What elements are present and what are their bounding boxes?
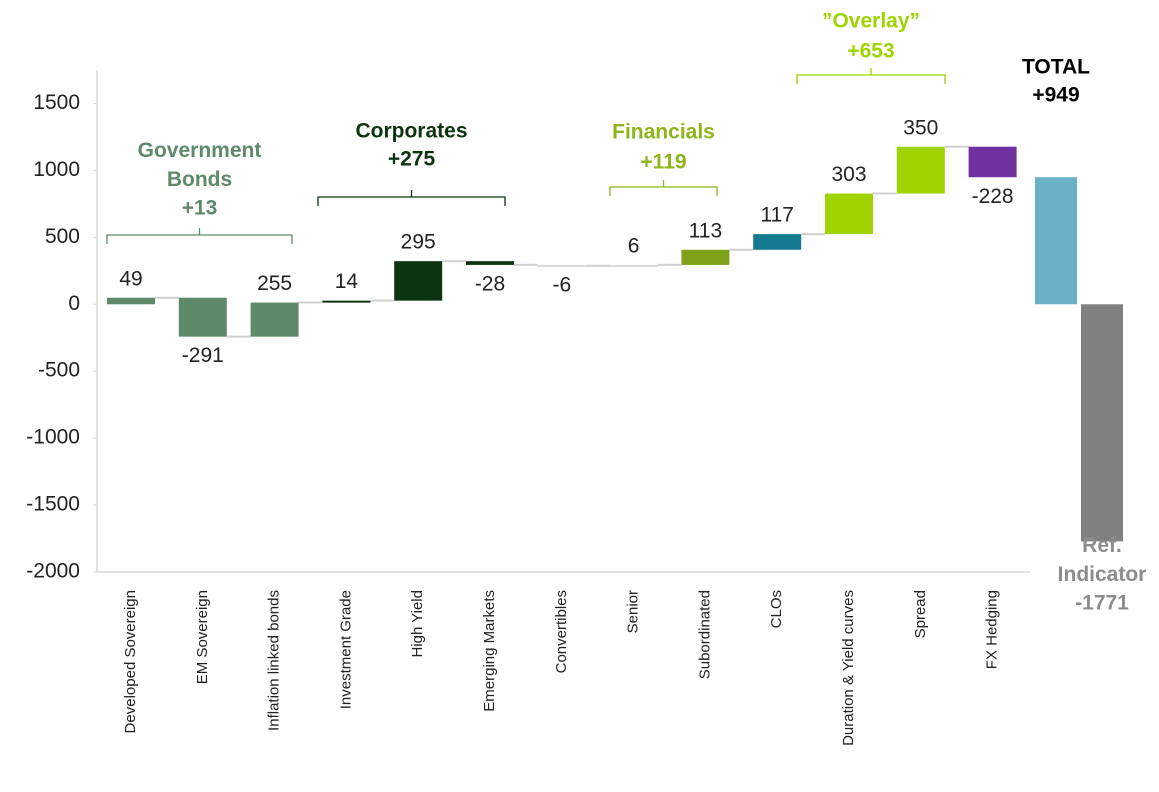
x-tick-label: Senior bbox=[625, 590, 642, 633]
bar bbox=[178, 297, 227, 337]
x-tick-label: Investment Grade bbox=[337, 590, 354, 709]
bar bbox=[825, 193, 873, 235]
bar bbox=[681, 249, 730, 265]
total-value-label: -1771 bbox=[1075, 592, 1129, 615]
bar bbox=[609, 264, 658, 267]
x-tick-label: CLOs bbox=[768, 590, 785, 628]
group-name: Government Bonds bbox=[138, 139, 262, 191]
group-name: ”Overlay” bbox=[822, 10, 920, 33]
bar bbox=[537, 264, 586, 267]
x-tick-label: Emerging Markets bbox=[481, 590, 498, 712]
value-label: 113 bbox=[689, 219, 722, 242]
bar bbox=[322, 300, 371, 303]
y-tick-label: 500 bbox=[45, 225, 80, 248]
group-label: +13 bbox=[182, 197, 218, 220]
group-name: Financials bbox=[612, 121, 715, 144]
value-label: 295 bbox=[401, 231, 436, 254]
y-tick-label: 1500 bbox=[33, 91, 80, 114]
value-label: -291 bbox=[182, 344, 224, 367]
group-bracket bbox=[796, 68, 946, 84]
bar bbox=[107, 297, 155, 305]
x-tick-label: Subordinated bbox=[696, 590, 713, 679]
value-label: -28 bbox=[475, 272, 505, 295]
value-label: 49 bbox=[119, 267, 142, 290]
value-label: 303 bbox=[831, 163, 866, 186]
y-tick-label: 1000 bbox=[33, 158, 80, 181]
total-name: TOTAL bbox=[1022, 56, 1090, 79]
value-label: 117 bbox=[760, 204, 793, 227]
total-bar bbox=[1035, 177, 1077, 305]
group-label: +119 bbox=[640, 151, 686, 174]
x-tick-label: Spread bbox=[912, 590, 929, 638]
group-label: +275 bbox=[388, 148, 436, 171]
total-name: Ref. Indicator bbox=[1058, 534, 1147, 586]
x-tick-label: EM Sovereign bbox=[194, 590, 211, 684]
x-tick-label: Inflation linked bonds bbox=[266, 590, 283, 731]
value-label: 350 bbox=[903, 116, 938, 139]
y-tick-label: -1500 bbox=[26, 493, 80, 516]
value-label: 6 bbox=[628, 234, 640, 257]
value-label: 255 bbox=[257, 272, 292, 295]
bar bbox=[250, 302, 299, 337]
total-value-label: +949 bbox=[1032, 84, 1079, 107]
total-bar bbox=[1081, 304, 1123, 542]
y-tick-label: -1000 bbox=[26, 426, 80, 449]
group-bracket bbox=[106, 228, 293, 244]
value-label: -228 bbox=[972, 185, 1014, 208]
x-tick-label: Convertibles bbox=[553, 590, 570, 673]
value-label: 14 bbox=[335, 270, 359, 293]
y-tick-label: -2000 bbox=[26, 560, 80, 583]
group-bracket bbox=[609, 180, 718, 196]
value-label: -6 bbox=[552, 273, 571, 296]
bar bbox=[753, 234, 802, 250]
x-tick-label: Developed Sovereign bbox=[122, 590, 139, 733]
group-bracket bbox=[317, 190, 506, 206]
y-tick-label: 0 bbox=[68, 292, 80, 315]
x-tick-label: Duration & Yield curves bbox=[840, 590, 857, 746]
bar bbox=[394, 261, 443, 301]
x-tick-label: FX Hedging bbox=[984, 590, 1001, 669]
group-name: Corporates bbox=[355, 120, 467, 143]
bar bbox=[896, 146, 945, 194]
bar bbox=[466, 261, 514, 265]
bar bbox=[968, 146, 1017, 178]
y-tick-label: -500 bbox=[38, 359, 80, 382]
group-label: +653 bbox=[847, 40, 894, 63]
x-tick-label: High Yield bbox=[409, 590, 426, 658]
